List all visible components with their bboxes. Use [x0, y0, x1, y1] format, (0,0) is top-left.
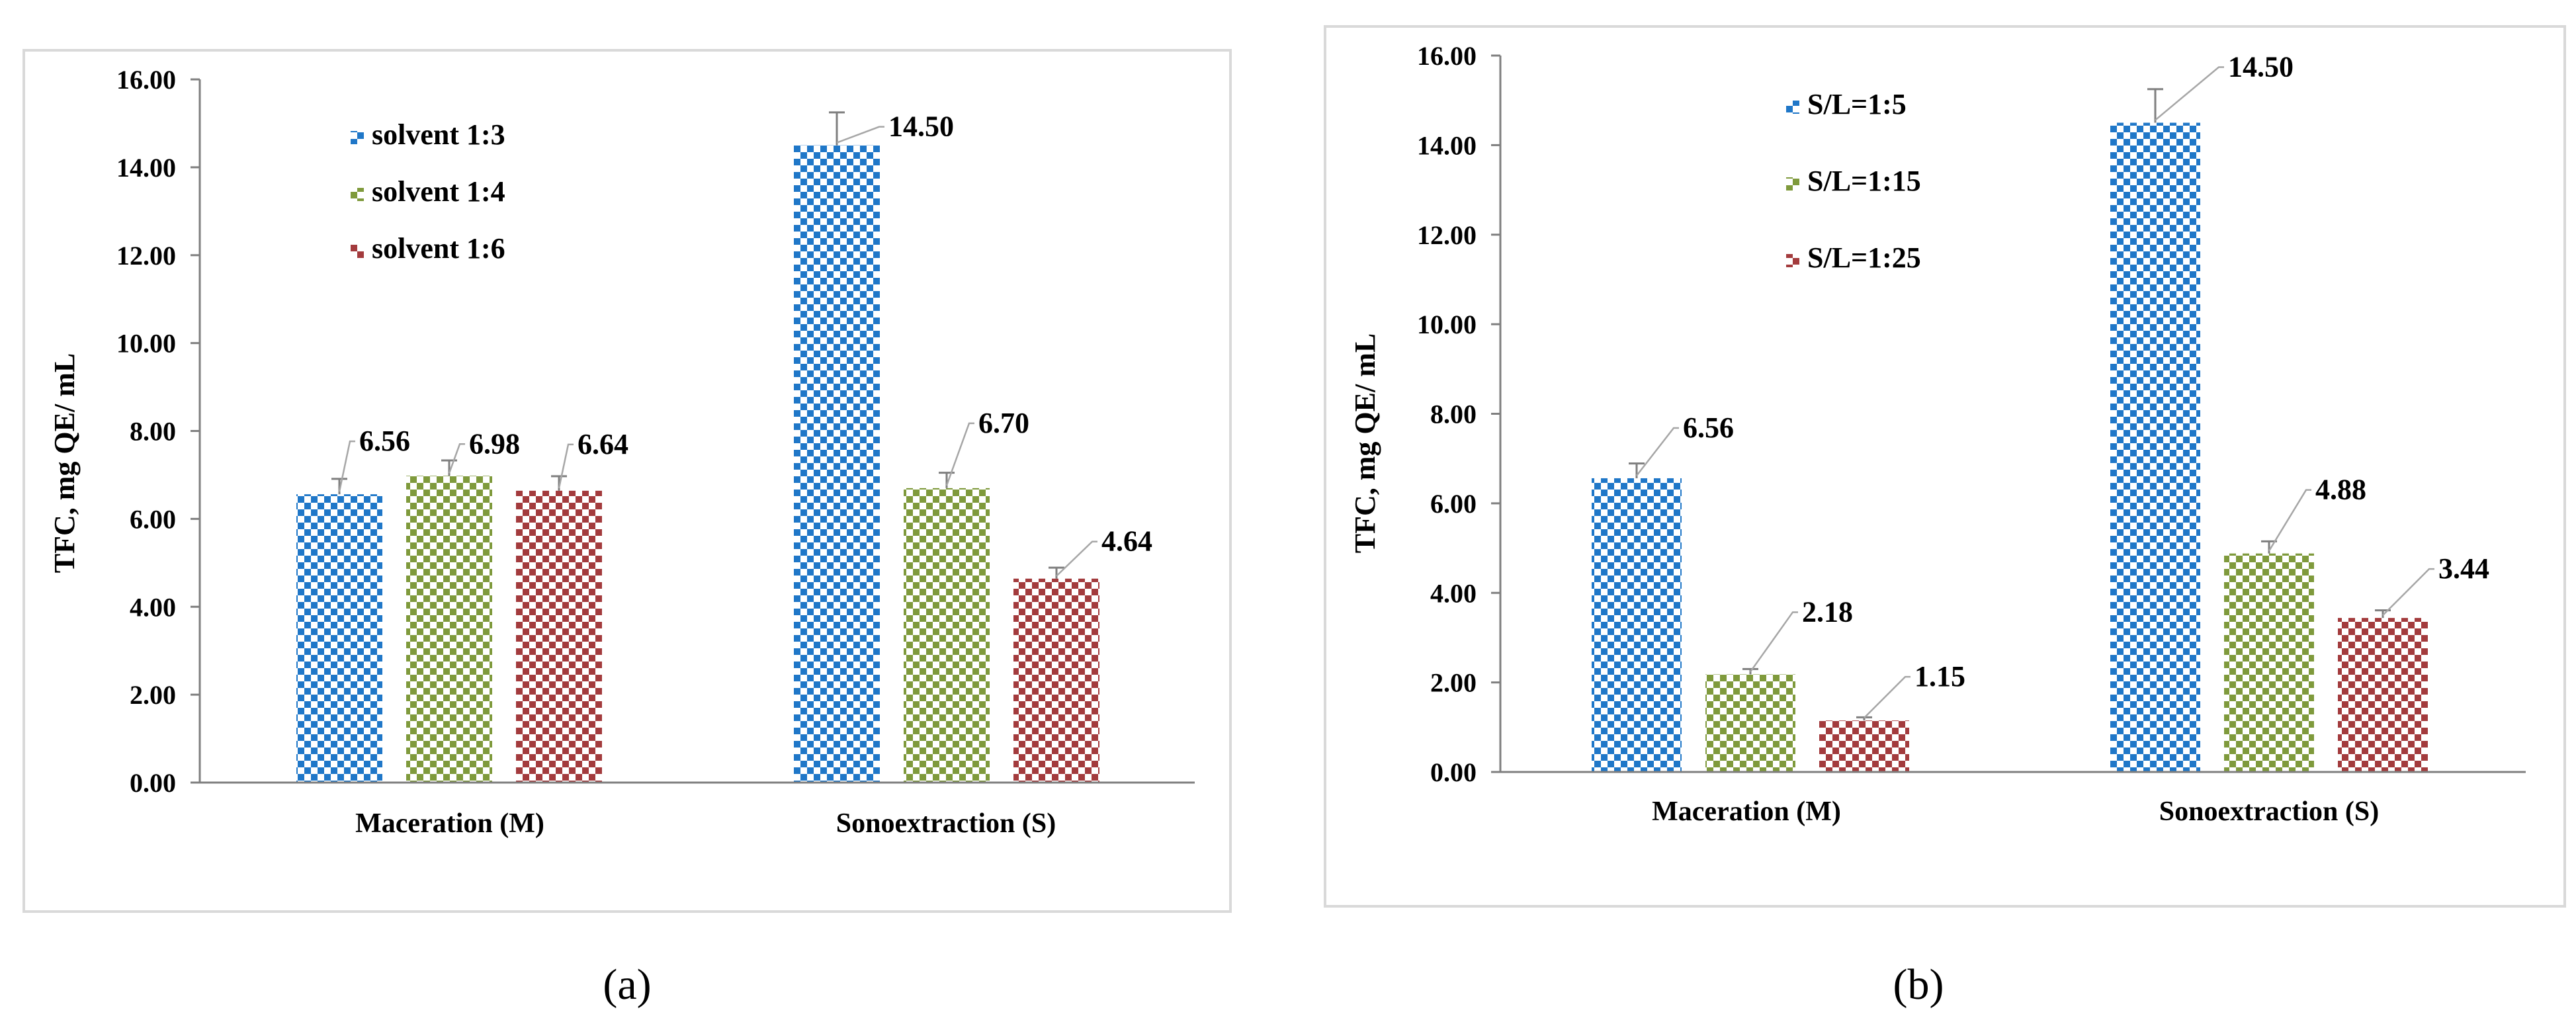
- chart-a-ytick-6: 12.00: [116, 241, 176, 271]
- chart-b-legend-item-1: S/L=1:15: [1786, 165, 1921, 197]
- chart-b-data-label-1-0: 2.18: [1802, 595, 1853, 628]
- chart-a-caption: (a): [603, 961, 651, 1009]
- chart-panel-b: TFC, mg QE/ mL 0.00 2.00 4.00 6.00 8.00 10.00…: [1324, 25, 2566, 908]
- chart-a-bar-1-0: [406, 476, 492, 783]
- chart-b-data-label-0-1: 14.50: [2228, 51, 2294, 83]
- chart-b-ytick-5: 10.00: [1417, 310, 1477, 339]
- chart-a-data-label-0-1: 14.50: [888, 110, 954, 143]
- chart-b-legend-item-2: S/L=1:25: [1786, 241, 1921, 274]
- chart-b-data-label-1-1: 4.88: [2315, 474, 2366, 506]
- chart-a-ytick-2: 4.00: [130, 592, 176, 622]
- chart-a-legend-label-2: solvent 1:6: [372, 232, 505, 265]
- chart-a-ytick-7: 14.00: [116, 153, 176, 183]
- chart-a-ytick-3: 6.00: [130, 504, 176, 534]
- chart-b-leader-2-1: [2382, 568, 2434, 617]
- chart-b-frame: [1324, 25, 2566, 908]
- chart-b-ytick-6: 12.00: [1417, 220, 1477, 250]
- chart-b-legend-label-2: S/L=1:25: [1807, 241, 1921, 274]
- chart-b-data-label-2-1: 3.44: [2438, 552, 2489, 585]
- chart-a-data-label-2-1: 4.64: [1101, 525, 1152, 558]
- chart-a-legend-item-2: solvent 1:6: [351, 232, 505, 265]
- chart-b-errorbar-0-0: [1629, 462, 1645, 478]
- chart-b-leader-0-1: [2155, 66, 2224, 121]
- chart-b-ytick-0: 0.00: [1430, 757, 1477, 787]
- chart-a-errorbar-0-0: [331, 478, 347, 495]
- chart-b-ytick-3: 6.00: [1430, 489, 1477, 519]
- chart-a-ytick-5: 10.00: [116, 329, 176, 359]
- chart-a-bar-1-1: [904, 488, 990, 783]
- chart-a-errorbar-2-0: [551, 475, 567, 491]
- chart-b-legend-item-0: S/L=1:5: [1786, 88, 1907, 120]
- chart-b-ytick-4: 8.00: [1430, 400, 1477, 429]
- chart-a-legend-label-0: solvent 1:3: [372, 118, 505, 151]
- chart-a-leader-0-1: [836, 126, 884, 144]
- chart-b-ytick-8: 16.00: [1417, 41, 1477, 71]
- chart-a-ytick-8: 16.00: [116, 65, 176, 95]
- chart-b-bar-2-1: [2338, 618, 2428, 772]
- chart-b-ytick-7: 14.00: [1417, 130, 1477, 160]
- chart-b-legend-label-1: S/L=1:15: [1807, 165, 1921, 197]
- chart-a-leader-0-0: [338, 440, 355, 492]
- chart-b-leader-1-0: [1749, 611, 1798, 673]
- chart-b-data-label-2-0: 1.15: [1914, 660, 1965, 693]
- chart-a-ytick-1: 2.00: [130, 680, 176, 710]
- chart-b-category-maceration: Maceration (M): [1652, 796, 1841, 827]
- chart-b-bar-0-1: [2110, 122, 2200, 772]
- chart-b-bar-0-0: [1592, 478, 1682, 772]
- chart-a-ytick-0: 0.00: [130, 768, 176, 798]
- chart-a-leader-1-0: [448, 443, 465, 474]
- chart-b-legend-label-0: S/L=1:5: [1807, 88, 1907, 120]
- chart-a-legend-swatch-1: [351, 188, 364, 201]
- chart-a-legend-swatch-2: [351, 245, 364, 258]
- chart-a-legend-swatch-0: [351, 131, 364, 144]
- chart-a-legend-item-0: solvent 1:3: [351, 118, 505, 151]
- chart-a-legend-label-1: solvent 1:4: [372, 175, 505, 208]
- chart-b-legend-swatch-1: [1786, 177, 1799, 191]
- chart-a-bar-0-0: [296, 494, 382, 783]
- chart-a-errorbar-0-1: [829, 111, 845, 146]
- chart-a-data-label-1-1: 6.70: [978, 407, 1029, 439]
- chart-b-category-sonoextraction: Sonoextraction (S): [2159, 796, 2379, 827]
- chart-a-ylabel: TFC, mg QE/ mL: [48, 353, 81, 573]
- chart-a-leader-2-1: [1056, 540, 1097, 577]
- chart-a-errorbar-2-1: [1049, 566, 1064, 579]
- chart-a-bar-0-1: [794, 145, 880, 783]
- chart-a-bar-2-1: [1013, 578, 1099, 783]
- chart-b-legend-swatch-0: [1786, 101, 1799, 114]
- chart-b-leader-0-0: [1636, 427, 1679, 476]
- chart-b-ytick-2: 4.00: [1430, 578, 1477, 608]
- chart-a-data-label-2-0: 6.64: [578, 428, 628, 460]
- chart-a-bar-2-0: [516, 490, 602, 783]
- chart-b-bar-1-1: [2224, 553, 2314, 772]
- chart-b-caption: (b): [1893, 961, 1944, 1009]
- chart-a-data-label-0-0: 6.56: [359, 425, 410, 457]
- chart-a-leader-2-0: [558, 443, 574, 489]
- chart-a-ytick-4: 8.00: [130, 417, 176, 447]
- chart-b-leader-2-0: [1864, 675, 1911, 719]
- chart-a-leader-1-1: [945, 422, 974, 486]
- chart-b-leader-1-1: [2268, 489, 2311, 552]
- chart-b-legend-swatch-2: [1786, 254, 1799, 267]
- chart-b-ylabel: TFC, mg QE/ mL: [1349, 333, 1381, 553]
- chart-panel-a: TFC, mg QE/ mL 0.00 2.00 4.00 6.00 8.00 10.00…: [22, 49, 1232, 913]
- chart-b-bar-2-0: [1819, 720, 1909, 772]
- chart-a-legend-item-1: solvent 1:4: [351, 175, 505, 208]
- chart-a-data-label-1-0: 6.98: [469, 427, 520, 460]
- chart-b-bar-1-0: [1705, 674, 1795, 772]
- chart-a-category-maceration: Maceration (M): [355, 808, 544, 839]
- chart-b-errorbar-0-1: [2147, 88, 2163, 123]
- chart-b-data-label-0-0: 6.56: [1683, 411, 1734, 444]
- chart-b-ytick-1: 2.00: [1430, 668, 1477, 698]
- chart-a-category-sonoextraction: Sonoextraction (S): [836, 808, 1056, 839]
